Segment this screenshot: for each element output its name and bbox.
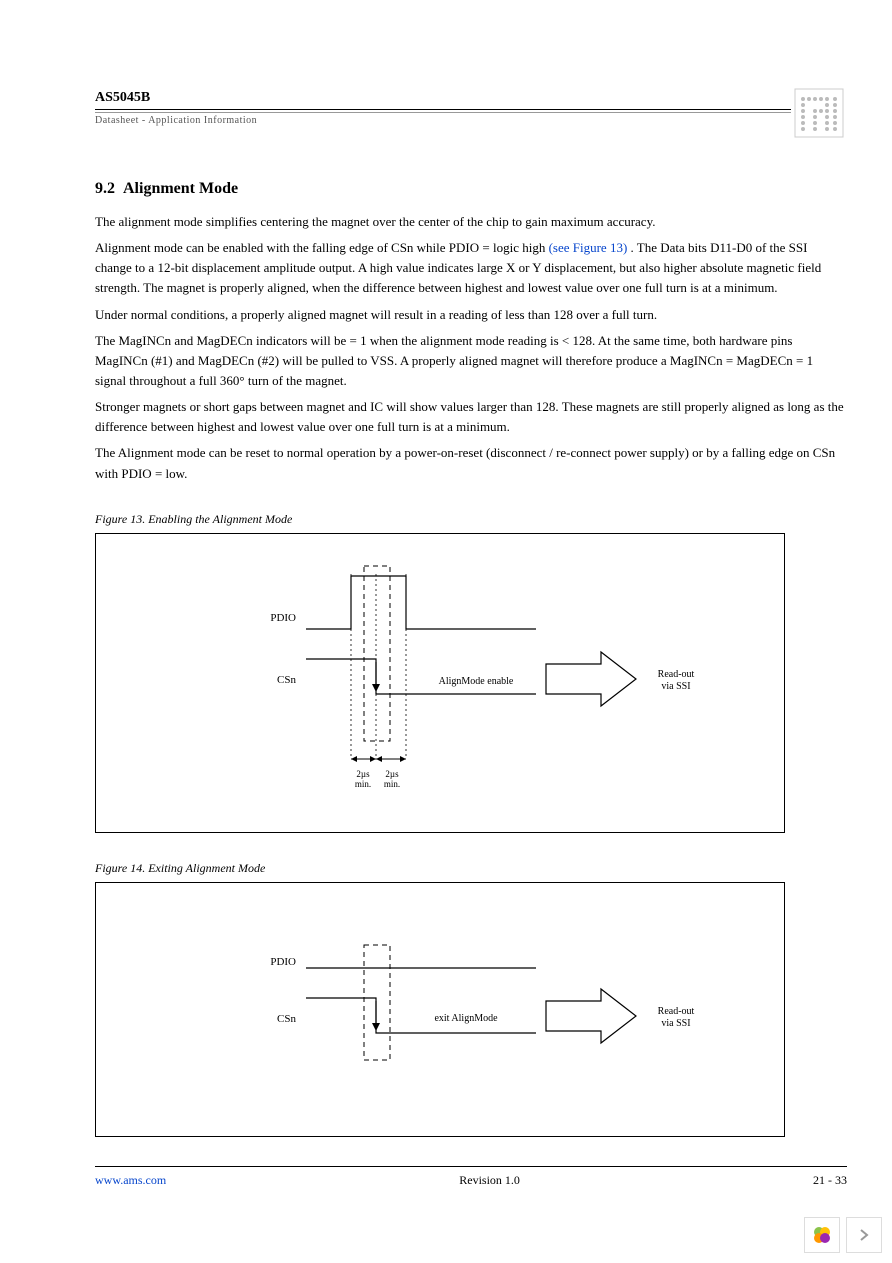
readout-arrow-icon [546,652,636,706]
readout-1: Read-out [658,669,695,680]
csn-label: CSn [277,674,296,686]
readout-1-14: Read-out [658,1006,695,1017]
paragraph-2: Alignment mode can be enabled with the f… [95,238,847,298]
pdio-label-14: PDIO [270,956,296,968]
timing-b: 2µs [385,769,399,779]
nav-next-button[interactable] [846,1217,882,1253]
readout-arrow-icon-14 [546,989,636,1043]
footer-page-number: 21 - 33 [813,1173,847,1188]
figure-13-diagram: PDIO CSn 2µs min. 2µs min. [96,534,786,834]
flower-icon [810,1223,834,1247]
nav-logo-button[interactable] [804,1217,840,1253]
figure-13-link[interactable]: (see Figure 13) [549,240,628,255]
pdio-label: PDIO [270,612,296,624]
paragraph-5: Stronger magnets or short gaps between m… [95,397,847,437]
paragraph-1: The alignment mode simplifies centering … [95,212,847,232]
section-number: 9.2 [95,180,115,197]
header: AS5045B [95,90,847,110]
footer: www.ams.com Revision 1.0 21 - 33 [95,1166,847,1188]
footer-url-link[interactable]: www.ams.com [95,1173,166,1188]
figure-13-caption: Figure 13. Enabling the Alignment Mode [95,512,847,527]
figure-14-diagram: PDIO CSn exit AlignMode Read-out via SSI [96,883,786,1138]
readout-2: via SSI [661,681,690,692]
figure-14-box: PDIO CSn exit AlignMode Read-out via SSI [95,882,785,1137]
part-number: AS5045B [95,90,847,106]
section-title: 9.2 Alignment Mode [95,180,847,198]
paragraph-4: The MagINCn and MagDECn indicators will … [95,331,847,391]
figure-14-caption: Figure 14. Exiting Alignment Mode [95,861,847,876]
company-logo-icon [791,85,847,141]
mode-label: AlignMode enable [439,676,514,687]
chevron-right-icon [858,1229,870,1241]
page-content: AS5045B Datasheet - App [0,0,892,1137]
header-subtitle: Datasheet - Application Information [95,112,847,126]
timing-b2: min. [384,779,400,789]
footer-revision: Revision 1.0 [459,1173,520,1188]
paragraph-6: The Alignment mode can be reset to norma… [95,443,847,483]
mode-label-14: exit AlignMode [434,1013,498,1024]
timing-a: 2µs [356,769,370,779]
p2-text-a: Alignment mode can be enabled with the f… [95,240,549,255]
readout-2-14: via SSI [661,1018,690,1029]
section-name: Alignment Mode [123,180,238,197]
timing-a2: min. [355,779,371,789]
figure-13-box: PDIO CSn 2µs min. 2µs min. [95,533,785,833]
nav-widget [804,1217,882,1253]
paragraph-3: Under normal conditions, a properly alig… [95,305,847,325]
csn-label-14: CSn [277,1013,296,1025]
